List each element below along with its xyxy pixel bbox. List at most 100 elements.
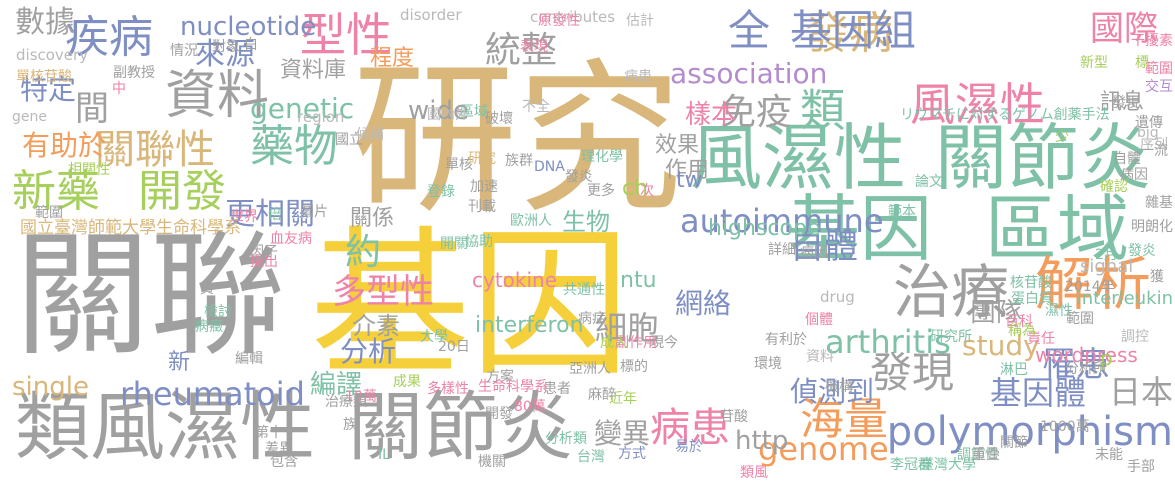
- word-term-148: 分析類: [545, 431, 587, 447]
- word-term-21: 數據: [15, 5, 75, 40]
- word-term-197: 調控: [1121, 329, 1149, 345]
- word-term-201: 編輯: [235, 351, 263, 367]
- word-term-56: 細胞: [595, 309, 660, 347]
- word-tw-68: tw: [676, 168, 703, 193]
- word-term-199: 相關性: [68, 162, 110, 178]
- word-contributes-82: contributes: [530, 8, 616, 26]
- word-term-158: 患者: [543, 381, 571, 397]
- word-term-123: 圖片: [300, 204, 328, 220]
- word-term-4: 關節炎: [348, 383, 574, 471]
- word-term-108: 破壞: [485, 111, 513, 127]
- word-term-193: 病因: [1120, 167, 1148, 183]
- word-term-175: 資料: [806, 349, 834, 365]
- word-term-181: 範本: [888, 204, 916, 220]
- word-term-145: 機關: [478, 454, 506, 470]
- word-study-39: study: [962, 329, 1040, 362]
- word-term-54: 多型性: [332, 272, 434, 312]
- word-term-143: 方式: [618, 446, 646, 462]
- word-term-7: 基因: [788, 187, 933, 271]
- word-term-42: 樣本: [685, 100, 738, 130]
- word-term-134: 方案: [486, 369, 514, 385]
- word-term-135: 生命科學系: [478, 379, 548, 395]
- word-term-184: 發炎: [1128, 243, 1156, 259]
- word-term-118: 次: [640, 183, 654, 199]
- word-term-72: 生物: [562, 208, 610, 236]
- word-term-40: 來源: [195, 37, 255, 72]
- word-term-151: 詳細: [768, 242, 796, 258]
- word-term-171: 蛋白質: [1011, 291, 1053, 307]
- word-term-131: 協助: [465, 234, 493, 250]
- word-term-106: 單核: [445, 157, 473, 173]
- word-term-112: 加速: [470, 179, 498, 195]
- word-term-26: 海量: [800, 394, 888, 445]
- word-term-188: 序列: [1140, 137, 1168, 153]
- word-term-122: 因子: [250, 244, 278, 260]
- word-p-75: p: [1100, 346, 1113, 370]
- word-term-128: 員: [200, 281, 214, 297]
- word-term-125: 世界: [230, 209, 258, 225]
- word-term-142: 台灣: [577, 449, 605, 465]
- word-term-98: 對象: [212, 39, 240, 55]
- word-polymorphism-14: polymorphism: [886, 409, 1173, 455]
- word-term-46: 罹患: [1042, 345, 1110, 385]
- word-association-32: association: [670, 57, 828, 90]
- word-term-10: 風濕性: [910, 78, 1046, 131]
- word-term-141: 包含: [270, 454, 298, 470]
- word-il-203: IL: [378, 447, 390, 463]
- word-term-207: 新型: [1080, 55, 1108, 71]
- word-term-47: 團隊: [970, 298, 1023, 328]
- word-term-192: 標: [1135, 55, 1149, 71]
- word-term-180: 遺傳: [1135, 115, 1163, 131]
- word-term-164: 類風: [740, 465, 768, 481]
- word-term-121: 血友病: [270, 231, 312, 247]
- word-term-57: 網絡: [675, 287, 732, 320]
- word-genome-37: genome: [758, 430, 889, 468]
- word-cytokine-78: cytokine: [472, 268, 558, 292]
- word-term-129: 成果: [393, 374, 421, 390]
- word-term-146: 標的: [620, 359, 648, 375]
- word-term-105: 區域: [460, 104, 488, 120]
- word-term-9: 類: [800, 84, 846, 137]
- word-gene-85: gene: [12, 109, 47, 125]
- word-term-49: 日本: [1108, 373, 1173, 411]
- word-signal-79: signal: [1080, 256, 1134, 277]
- word-term-208: 候補: [356, 127, 384, 143]
- word-term-126: 檢討: [204, 304, 232, 320]
- word-term-101: 表現: [520, 39, 548, 55]
- word-http-66: http: [735, 426, 789, 456]
- word-2-89: 2月: [1095, 247, 1118, 263]
- word-term-186: 干擾素: [1131, 33, 1173, 49]
- word-term-110: 登錄: [427, 184, 455, 200]
- word-term-55: 約: [345, 232, 382, 273]
- word-80-91: 80萬: [514, 399, 546, 415]
- word-term-25: 關聯性: [95, 127, 215, 173]
- word-term-185: 明朗化: [1131, 219, 1173, 235]
- word-genetic-33: genetic: [250, 92, 355, 125]
- word-term-19: 基因組: [790, 6, 917, 55]
- word-term-15: 疾病: [65, 12, 153, 63]
- word-term-174: 環境: [754, 356, 782, 372]
- word-term-187: 範圍: [1145, 61, 1173, 77]
- word-term-45: 自體: [790, 227, 858, 267]
- word-term-53: 介素: [352, 312, 400, 340]
- word-nucleotide-34: nucleotide: [180, 12, 317, 42]
- word-term-200: 國立: [335, 132, 363, 148]
- word-ch-69: ch: [622, 176, 649, 201]
- word-term-150: 苷酸: [720, 409, 748, 425]
- word-drug-84: drug: [820, 288, 855, 306]
- word-term-22: 藥物: [250, 121, 338, 172]
- word-disorder-81: disorder: [400, 6, 462, 24]
- word-term-162: 調節性: [957, 447, 999, 463]
- word-term-136: 多樣性: [427, 381, 469, 397]
- word-highscope-70: highscope: [708, 216, 821, 241]
- word-term-95: 單核苷酸: [16, 69, 72, 85]
- word-term-183: 雜基: [1145, 195, 1173, 211]
- word-term-93: 國立臺灣師範大學生命科學系: [20, 218, 241, 238]
- word-term-154: 副作用: [615, 335, 657, 351]
- word-term-20: 國際: [1090, 9, 1158, 49]
- word-term-209: 研究: [468, 151, 496, 167]
- word-term-204: 族: [343, 417, 357, 433]
- word-term-1: 基因: [310, 211, 631, 398]
- word-term-153: 個體: [805, 312, 833, 328]
